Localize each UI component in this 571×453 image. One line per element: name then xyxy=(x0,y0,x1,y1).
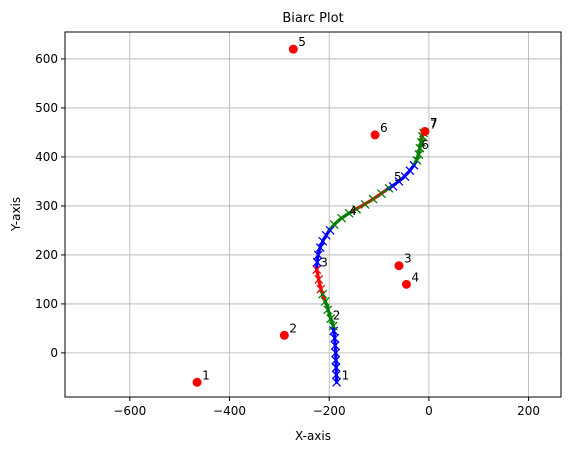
y-tick-label: 500 xyxy=(35,101,58,115)
control-point-2 xyxy=(279,330,289,340)
biarc-segment-green xyxy=(322,297,335,328)
y-tick-label: 0 xyxy=(50,346,58,360)
x-marker-blue xyxy=(405,166,415,176)
y-tick-label: 300 xyxy=(35,199,58,213)
x-marker-blue xyxy=(318,236,328,246)
x-marker-blue xyxy=(313,250,323,260)
control-point-6 xyxy=(370,130,380,140)
curve-markers xyxy=(312,128,428,387)
y-tick-label: 600 xyxy=(35,52,58,66)
x-marker-green xyxy=(412,155,422,165)
x-marker-green xyxy=(320,297,330,306)
plot-frame xyxy=(64,31,562,398)
chart-title: Biarc Plot xyxy=(282,11,343,26)
x-marker-green xyxy=(377,189,387,199)
x-marker-blue xyxy=(330,341,340,351)
x-marker-blue xyxy=(331,363,341,373)
control-points xyxy=(192,44,430,387)
x-tick-label: 0 xyxy=(425,404,433,418)
x-marker-blue xyxy=(409,160,419,170)
x-marker-blue xyxy=(388,181,398,191)
control-point-label: 3 xyxy=(404,252,412,266)
x-marker-blue xyxy=(331,370,341,380)
x-marker-red xyxy=(312,265,322,275)
x-marker-red xyxy=(316,284,326,294)
control-point-label: 7 xyxy=(430,117,438,131)
curve-point-label: 3 xyxy=(320,256,328,270)
y-tick-label: 400 xyxy=(35,150,58,164)
control-point-label: 1 xyxy=(202,368,210,382)
grid-lines xyxy=(65,32,561,397)
y-tick-label: 100 xyxy=(35,297,58,311)
control-point-1 xyxy=(192,377,202,387)
y-axis-label: Y-axis xyxy=(9,197,23,232)
x-marker-blue xyxy=(330,333,340,343)
x-marker-green xyxy=(415,143,425,153)
control-point-7 xyxy=(420,126,430,136)
x-marker-blue xyxy=(394,176,404,186)
x-marker-green xyxy=(323,305,333,315)
control-point-label: 2 xyxy=(289,321,297,335)
x-marker-blue xyxy=(331,355,341,365)
control-point-3 xyxy=(394,261,404,271)
x-axis-label: X-axis xyxy=(295,429,331,443)
x-marker-green xyxy=(318,289,328,299)
control-point-label: 4 xyxy=(411,270,419,284)
x-marker-blue xyxy=(325,225,335,235)
curve-point-label: 7 xyxy=(430,116,438,130)
curve-point-label: 2 xyxy=(333,309,341,323)
x-marker-blue xyxy=(331,348,341,358)
control-point-label: 6 xyxy=(380,121,388,135)
x-marker-green xyxy=(329,220,339,230)
x-marker-green xyxy=(337,213,347,223)
axis-ticks: −600 −400 −200 0 200 0 100 200 300 400 500 600 xyxy=(35,52,540,418)
x-marker-blue xyxy=(332,377,342,387)
x-marker-blue xyxy=(315,243,325,253)
plot-background xyxy=(65,32,561,397)
curve-point-label: 4 xyxy=(349,204,357,218)
x-marker-green xyxy=(360,199,370,209)
x-marker-green xyxy=(368,194,378,204)
x-tick-label: −400 xyxy=(213,404,246,418)
curve-point-label: 6 xyxy=(421,138,429,152)
x-marker-red xyxy=(314,274,324,284)
x-marker-green xyxy=(328,321,338,331)
control-point-label: 5 xyxy=(298,35,306,49)
curve-point-label: 5 xyxy=(394,170,402,184)
x-marker-green xyxy=(352,204,362,214)
x-marker-blue xyxy=(312,257,322,267)
x-marker-green xyxy=(344,208,354,218)
x-tick-label: −600 xyxy=(113,404,146,418)
control-point-5 xyxy=(288,44,298,54)
curve-point-label: 1 xyxy=(342,368,350,382)
x-tick-label: −200 xyxy=(313,404,346,418)
control-point-4 xyxy=(401,279,411,289)
x-tick-label: 200 xyxy=(517,404,540,418)
x-marker-green xyxy=(326,314,336,324)
y-tick-label: 200 xyxy=(35,248,58,262)
